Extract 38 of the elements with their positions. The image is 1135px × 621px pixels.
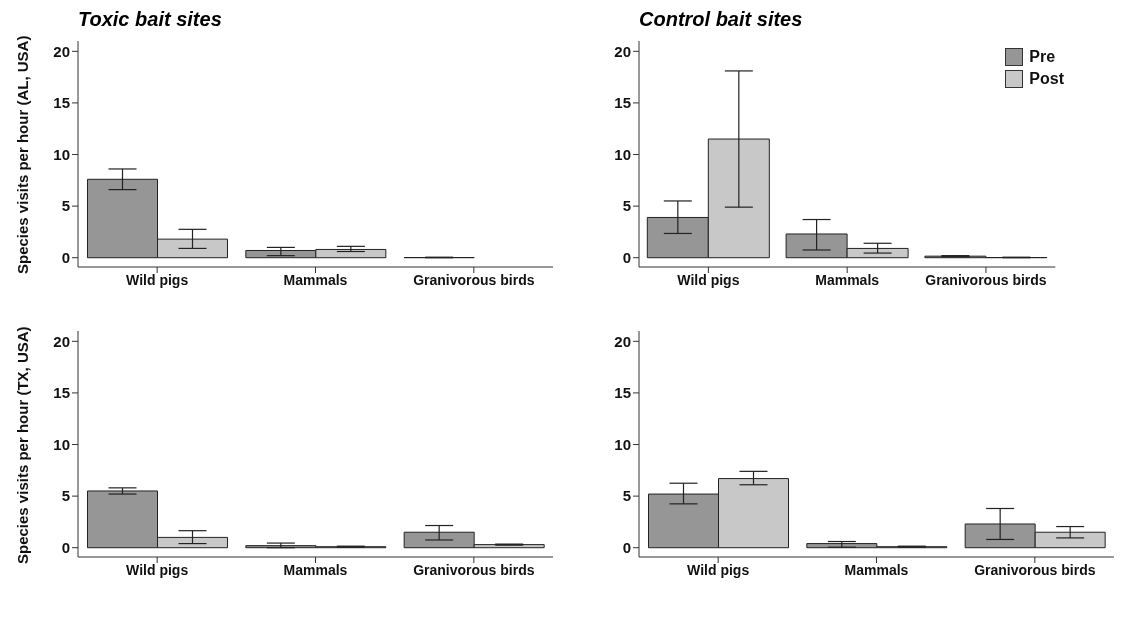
x-tick-label: Wild pigs	[677, 271, 740, 288]
y-tick-label: 10	[614, 145, 631, 163]
x-tick-label: Wild pigs	[126, 561, 189, 578]
y-tick-label: 0	[622, 539, 631, 557]
x-tick-label: Mammals	[283, 271, 348, 288]
x-tick-label: Granivorous birds	[974, 561, 1096, 578]
y-tick-label: 0	[61, 249, 70, 267]
legend-label: Pre	[1029, 48, 1056, 66]
x-tick-label: Mammals	[815, 271, 880, 288]
y-tick-label: 0	[622, 249, 631, 267]
y-tick-label: 15	[53, 94, 70, 112]
y-tick-label: 20	[614, 42, 631, 60]
y-tick-label: 5	[61, 197, 70, 215]
y-tick-label: 20	[614, 332, 631, 350]
y-tick-label: 15	[53, 384, 70, 402]
x-tick-label: Granivorous birds	[413, 271, 535, 288]
x-tick-label: Wild pigs	[126, 271, 189, 288]
y-tick-label: 10	[53, 435, 70, 453]
y-axis-title: Species visits per hour (AL, USA)	[14, 35, 32, 274]
y-axis-title: Species visits per hour (TX, USA)	[14, 326, 32, 564]
y-tick-label: 15	[614, 94, 631, 112]
y-tick-label: 5	[61, 487, 70, 505]
x-tick-label: Mammals	[283, 561, 348, 578]
y-tick-label: 20	[53, 42, 70, 60]
y-tick-label: 0	[61, 539, 70, 557]
x-tick-label: Mammals	[844, 561, 909, 578]
x-tick-label: Granivorous birds	[413, 561, 535, 578]
y-tick-label: 5	[622, 197, 631, 215]
y-tick-label: 10	[53, 145, 70, 163]
chart-title: Toxic bait sites	[78, 8, 222, 30]
y-tick-label: 20	[53, 332, 70, 350]
chart-title: Control bait sites	[639, 8, 803, 30]
y-tick-label: 5	[622, 487, 631, 505]
y-tick-label: 10	[614, 435, 631, 453]
legend-label: Post	[1029, 70, 1064, 88]
x-tick-label: Granivorous birds	[925, 271, 1047, 288]
y-tick-label: 15	[614, 384, 631, 402]
x-tick-label: Wild pigs	[687, 561, 750, 578]
